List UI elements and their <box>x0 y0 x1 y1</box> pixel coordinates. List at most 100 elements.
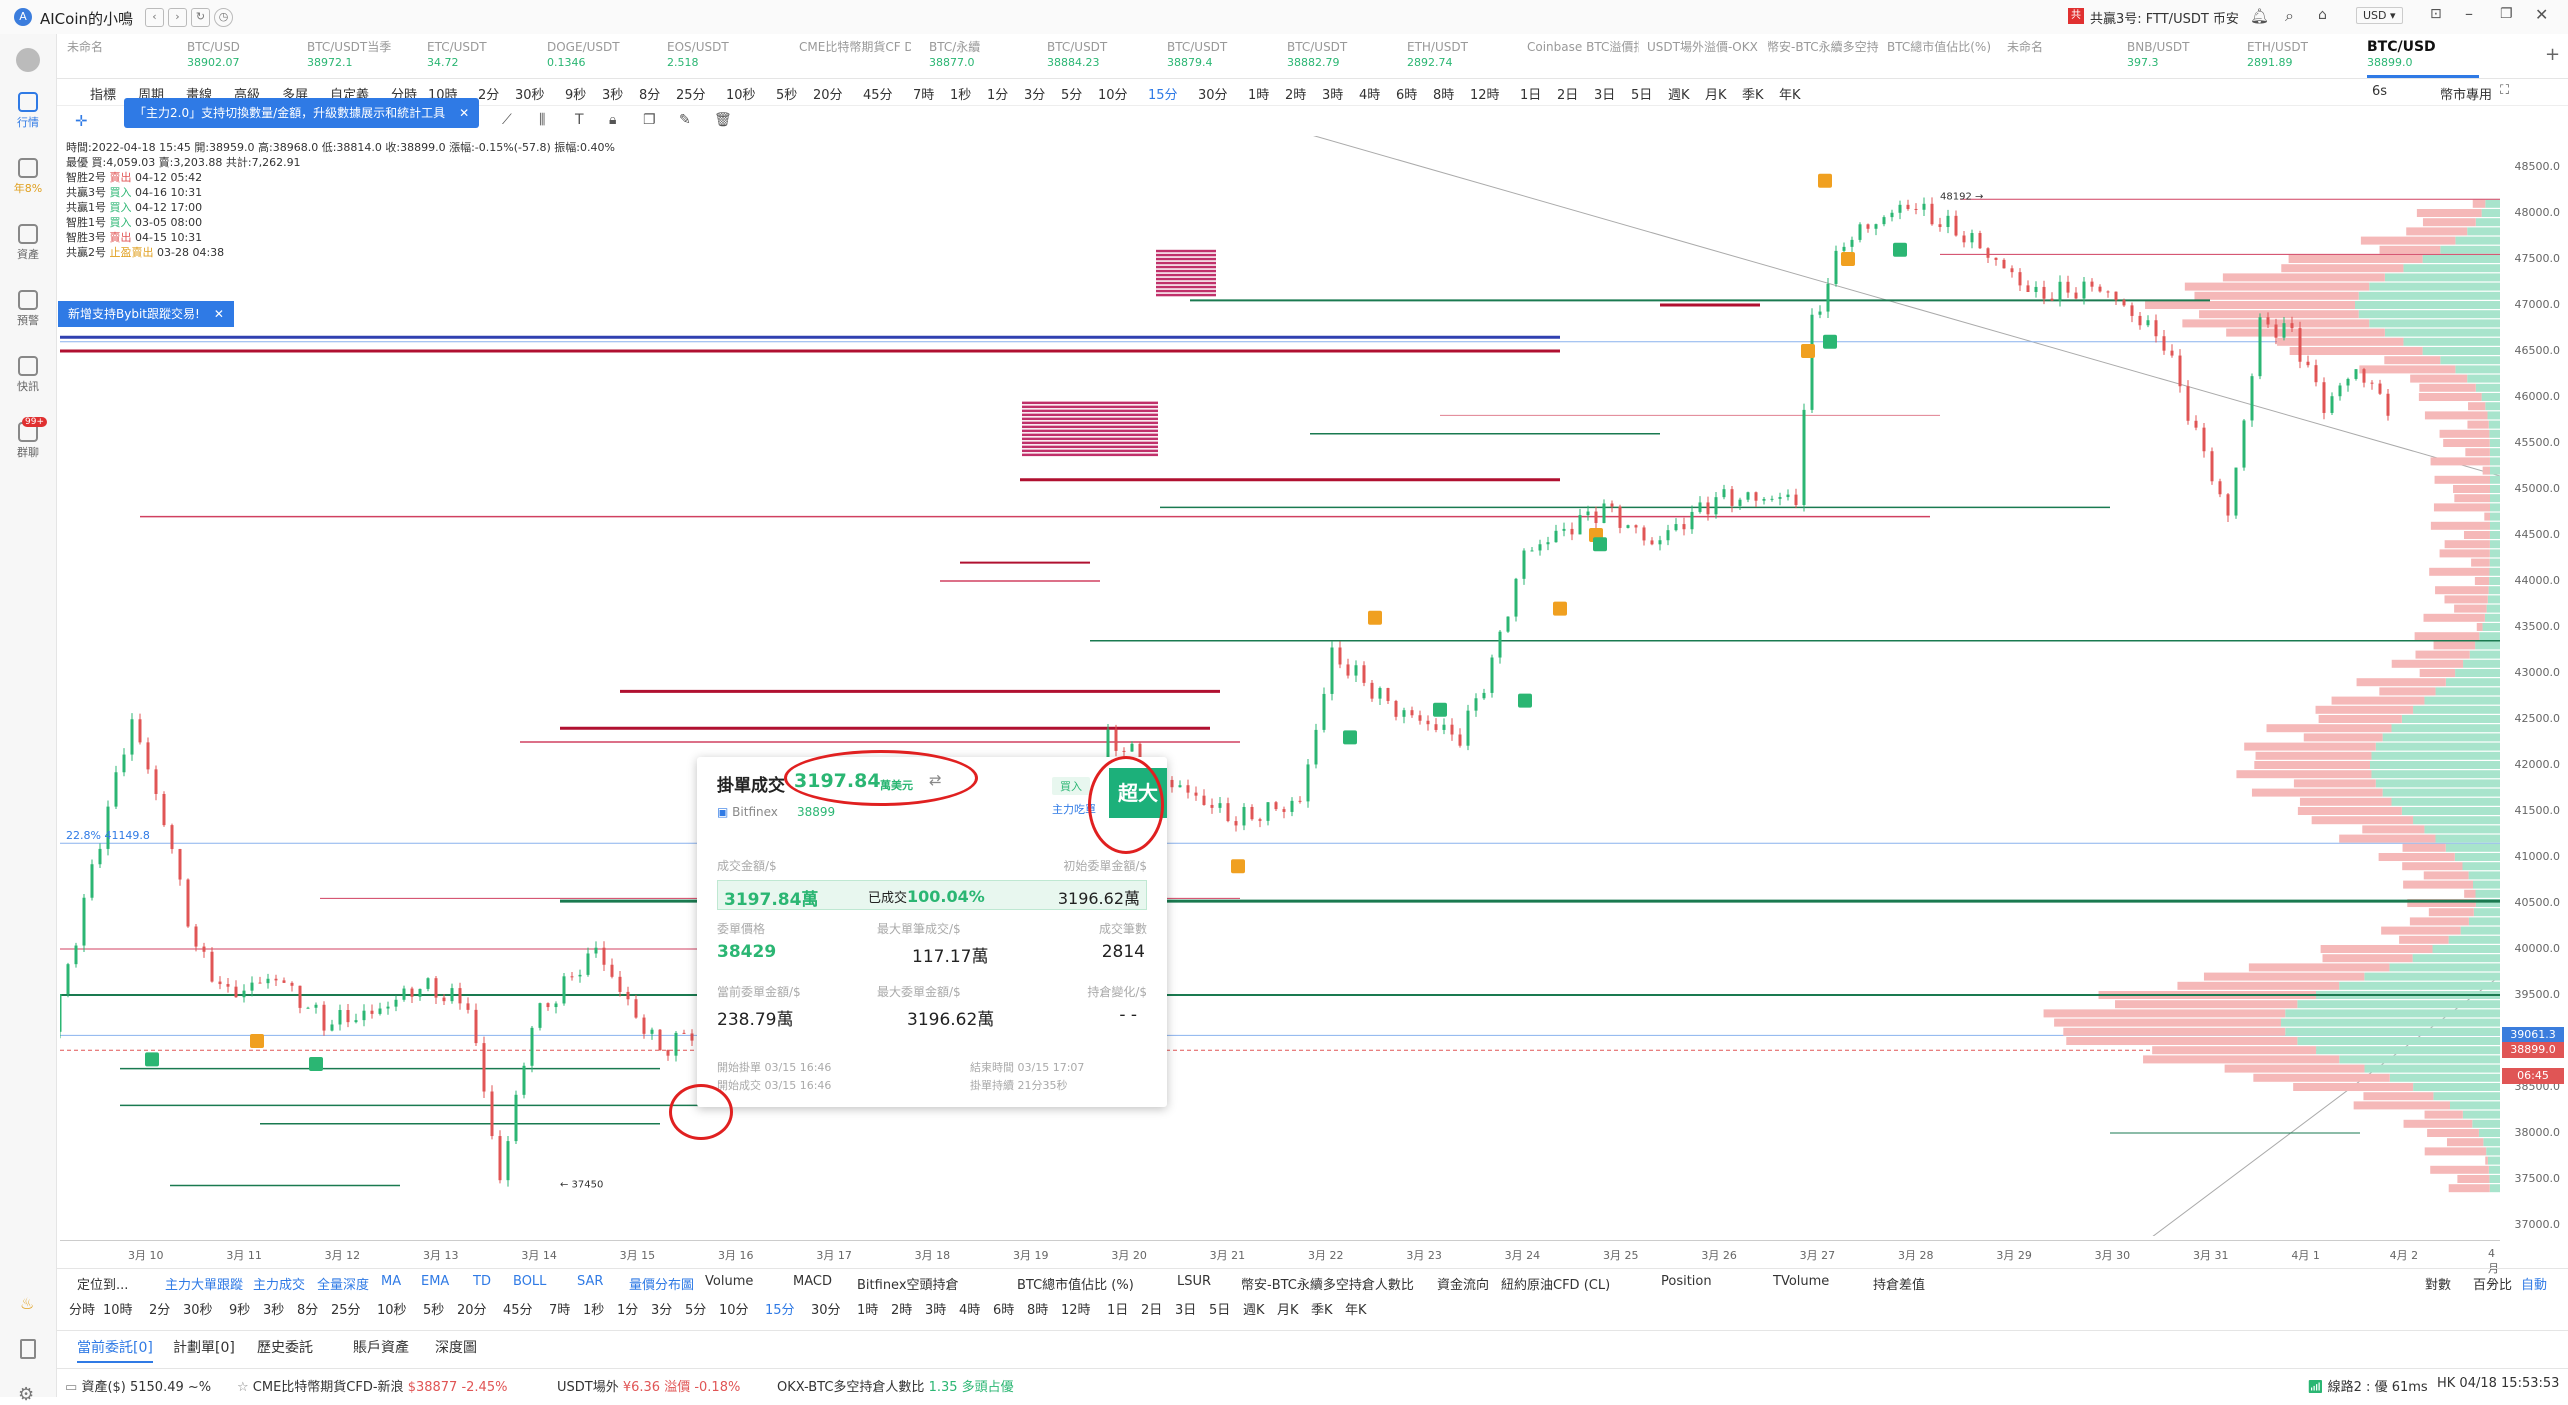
toolbar-item[interactable]: 6時 <box>1396 88 1418 103</box>
copy-icon[interactable]: ❐ <box>643 112 656 128</box>
ticker-tab[interactable]: USDT場外溢價-OKX <box>1647 40 1759 55</box>
toolbar-item[interactable]: 8時 <box>1433 88 1455 103</box>
timeframe-item[interactable]: 年K <box>1345 1303 1367 1318</box>
trash-icon[interactable]: 🗑︎ <box>714 112 732 128</box>
timeframe-item[interactable]: 3時 <box>925 1303 947 1318</box>
toolbar-item[interactable]: 指標 <box>90 88 117 103</box>
timeframe-item[interactable]: 6時 <box>993 1303 1015 1318</box>
timeframe-item[interactable]: 1分 <box>617 1303 639 1318</box>
text-tool-icon[interactable]: T <box>575 112 584 128</box>
phone-icon[interactable] <box>20 1339 36 1359</box>
indicator-item[interactable]: 主力成交 <box>253 1278 306 1293</box>
bybit-tip[interactable]: 新增支持Bybit跟蹤交易! ✕ <box>58 301 234 327</box>
sidebar-item-watchlist[interactable]: 年8% <box>0 158 56 196</box>
settings-gear-icon[interactable]: ⚙ <box>18 1384 35 1405</box>
toolbar-item[interactable]: 年K <box>1779 88 1801 103</box>
axis-mode-item[interactable]: 自動 <box>2521 1278 2548 1293</box>
toolbar-item[interactable]: 2時 <box>1285 88 1307 103</box>
refresh-icon[interactable]: ↻ <box>191 8 210 27</box>
timeframe-item[interactable]: 月K <box>1277 1303 1299 1318</box>
ticker-tab[interactable]: Coinbase BTC溢價指數 <box>1527 40 1639 55</box>
timeframe-item[interactable]: 1時 <box>857 1303 879 1318</box>
toolbar-item[interactable]: 15分 <box>1148 88 1178 103</box>
sidebar-item-news[interactable]: 快訊 <box>0 356 56 394</box>
ticker-tab[interactable]: ETC/USDT 34.72 <box>427 40 539 70</box>
toolbar-item[interactable]: 月K <box>1705 88 1727 103</box>
indicator-item[interactable]: 量價分布圖 <box>629 1278 695 1293</box>
timeframe-item[interactable]: 45分 <box>503 1303 533 1318</box>
ticker-tab[interactable]: BNB/USDT 397.3 <box>2127 40 2239 70</box>
toolbar-item[interactable]: 2分 <box>478 88 500 103</box>
timeframe-item[interactable]: 4時 <box>959 1303 981 1318</box>
indicator-item[interactable]: 資金流向 <box>1437 1278 1490 1293</box>
avatar[interactable] <box>16 48 40 72</box>
lightbulb-icon[interactable]: ♨ <box>20 1294 35 1313</box>
indicator-item[interactable]: LSUR <box>1177 1274 1212 1289</box>
pin-icon[interactable]: ⊡ <box>2430 6 2442 22</box>
indicator-item[interactable]: Volume <box>705 1274 754 1289</box>
order-tab[interactable]: 計劃單[0] <box>173 1340 235 1356</box>
timeframe-item[interactable]: 5分 <box>685 1303 707 1318</box>
timeframe-item[interactable]: 5秒 <box>423 1303 445 1318</box>
toolbar-item[interactable]: 5日 <box>1631 88 1653 103</box>
restore-icon[interactable]: ❐ <box>2500 6 2513 22</box>
toolbar-item[interactable]: 4時 <box>1359 88 1381 103</box>
toolbar-item[interactable]: 45分 <box>863 88 893 103</box>
toolbar-item[interactable]: 1秒 <box>950 88 972 103</box>
timeframe-item[interactable]: 10秒 <box>377 1303 407 1318</box>
toolbar-item[interactable]: 25分 <box>676 88 706 103</box>
timeframe-item[interactable]: 3日 <box>1175 1303 1197 1318</box>
toolbar-item[interactable]: 5秒 <box>776 88 798 103</box>
indicator-item[interactable]: SAR <box>577 1274 604 1289</box>
candlestick-chart[interactable]: 48192 → ← 37450 22.8% 41149.8 <box>60 136 2500 1236</box>
sidebar-item-assets[interactable]: 資產 <box>0 224 56 262</box>
ticker-tab[interactable]: DOGE/USDT 0.1346 <box>547 40 659 70</box>
ticker-tab[interactable]: CME比特幣期貨CF D-新浪 <box>799 40 911 55</box>
timeframe-item[interactable]: 8時 <box>1027 1303 1049 1318</box>
ticker-tab[interactable]: BTC/USDT 38884.23 <box>1047 40 1159 70</box>
ticker-tab[interactable]: EOS/USDT 2.518 <box>667 40 779 70</box>
timeframe-item[interactable]: 10分 <box>719 1303 749 1318</box>
toolbar-item[interactable]: 30分 <box>1198 88 1228 103</box>
indicator-item[interactable]: 全量深度 <box>317 1278 370 1293</box>
toolbar-item[interactable]: 1分 <box>987 88 1009 103</box>
ticker-tab[interactable]: BTC/USDT 38879.4 <box>1167 40 1279 70</box>
history-icon[interactable]: ◷ <box>214 8 233 27</box>
axis-mode-item[interactable]: 百分比 <box>2473 1278 2513 1293</box>
close-icon[interactable]: ✕ <box>2535 5 2549 24</box>
toolbar-item[interactable]: 季K <box>1742 88 1764 103</box>
lock-icon[interactable]: 🔒︎ <box>609 112 617 128</box>
timeframe-item[interactable]: 5日 <box>1209 1303 1231 1318</box>
ticker-tab[interactable]: BTC總市值佔比(%) <box>1887 40 1999 55</box>
ticker-tab[interactable]: BTC/USD 38902.07 <box>187 40 299 70</box>
indicator-item[interactable]: 幣安-BTC永續多空持倉人數比 <box>1241 1278 1414 1293</box>
order-tab[interactable]: 賬戶資產 <box>353 1340 409 1356</box>
notice-text[interactable]: 共贏3号: FTT/USDT 币安 <box>2090 12 2239 27</box>
indicator-item[interactable]: 紐約原油CFD (CL) <box>1501 1278 1611 1293</box>
indicator-item[interactable]: TD <box>473 1274 491 1289</box>
toolbar-item[interactable]: 3時 <box>1322 88 1344 103</box>
toolbar-item[interactable]: 3日 <box>1594 88 1616 103</box>
search-icon[interactable]: ⌕ <box>2285 6 2294 25</box>
currency-select[interactable]: USD ▾ <box>2356 7 2403 24</box>
usdt-status[interactable]: USDT場外 ¥6.36 溢價 -0.18% <box>557 1380 741 1395</box>
indicator-item[interactable]: BTC總市值佔比 (%) <box>1017 1278 1134 1293</box>
ticker-tab[interactable]: BTC/USD 38899.0 <box>2367 34 2479 78</box>
ticker-tab[interactable]: BTC/永續 38877.0 <box>929 40 1041 70</box>
timeframe-item[interactable]: 30分 <box>811 1303 841 1318</box>
ticker-tab[interactable]: BTC/USDT 38882.79 <box>1287 40 1399 70</box>
indicator-item[interactable]: EMA <box>421 1274 450 1289</box>
ticker-tab[interactable]: ETH/USDT 2892.74 <box>1407 40 1519 70</box>
indicator-item[interactable]: BOLL <box>513 1274 547 1289</box>
add-tab-icon[interactable]: + <box>2545 44 2561 65</box>
timeframe-item[interactable]: 10時 <box>103 1303 133 1318</box>
ticker-tab[interactable]: ETH/USDT 2891.89 <box>2247 40 2359 70</box>
toolbar-item[interactable]: 10秒 <box>726 88 756 103</box>
timeframe-item[interactable]: 8分 <box>297 1303 319 1318</box>
toolbar-item[interactable]: 7時 <box>913 88 935 103</box>
toolbar-item[interactable]: 3秒 <box>602 88 624 103</box>
toolbar-item[interactable]: 30秒 <box>515 88 545 103</box>
order-tab[interactable]: 深度圖 <box>435 1340 477 1356</box>
timeframe-item[interactable]: 週K <box>1243 1303 1265 1318</box>
bell-icon[interactable]: 🔔︎ <box>2250 7 2270 25</box>
